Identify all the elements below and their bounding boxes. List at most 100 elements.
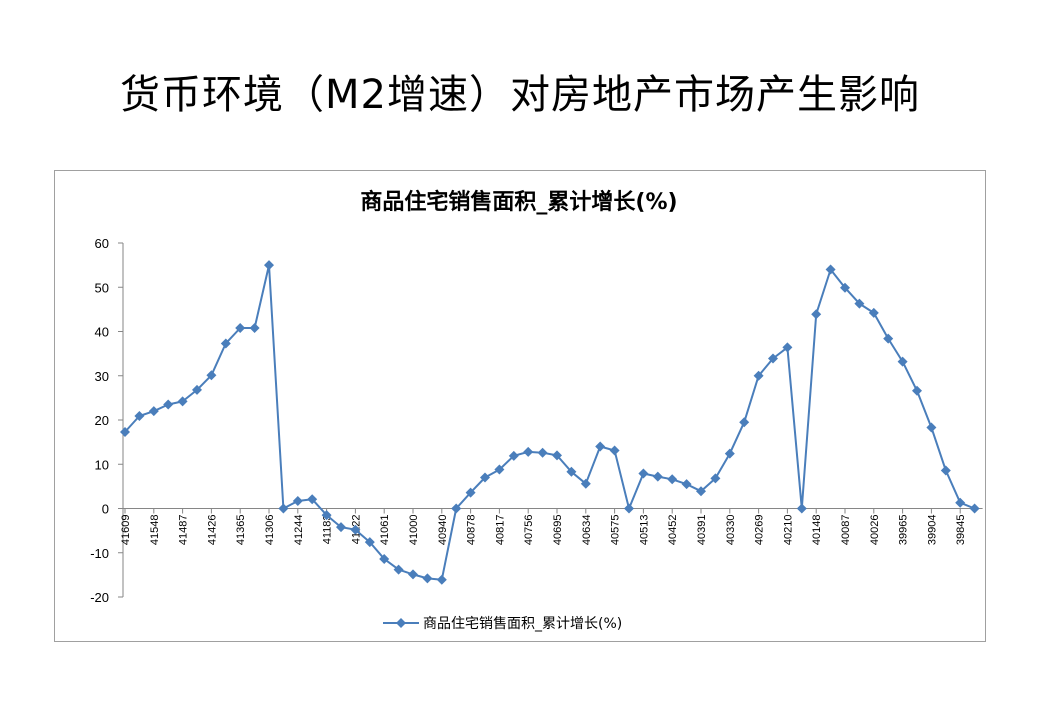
data-point [739, 417, 750, 428]
y-tick-label: 10 [95, 457, 109, 472]
data-point [336, 522, 346, 533]
x-tick-label: 41061 [379, 515, 391, 546]
data-point [926, 422, 937, 433]
x-tick-label: 39904 [926, 515, 938, 546]
x-tick-label: 40148 [811, 515, 823, 546]
data-point [379, 553, 390, 564]
x-tick-label: 41306 [264, 515, 276, 546]
x-tick-label: 39845 [955, 515, 967, 546]
data-point [969, 503, 980, 514]
data-point [364, 537, 375, 548]
data-point [696, 486, 706, 497]
x-tick-label: 39965 [898, 515, 910, 546]
x-tick-label: 40756 [523, 515, 535, 546]
chart-title: 商品住宅销售面积_累计增长(%) [360, 189, 677, 215]
x-tick-label: 40878 [466, 515, 478, 546]
data-point [278, 503, 289, 514]
x-tick-label: 41609 [120, 515, 132, 546]
chart-frame: 商品住宅销售面积_累计增长(%) -20 -10 0 10 20 30 40 50 60 4160… [54, 170, 986, 642]
x-tick-label: 41183 [322, 515, 334, 545]
data-point [408, 569, 418, 580]
plot-area: -20 -10 0 10 20 30 40 50 60 41609 41548 41487 41426 4… [90, 236, 983, 605]
data-point [868, 307, 879, 318]
data-point [566, 466, 577, 477]
data-point [609, 445, 620, 456]
y-tick-label: 40 [95, 325, 109, 340]
data-point [796, 503, 807, 514]
data-point [595, 441, 606, 452]
data-point [264, 260, 274, 271]
data-point [624, 503, 634, 514]
data-point [652, 471, 663, 482]
data-point [508, 450, 519, 461]
data-point [897, 356, 908, 367]
data-point [393, 564, 404, 575]
x-tick-label: 41548 [149, 515, 161, 546]
data-point [480, 472, 490, 483]
x-tick-label: 40817 [494, 515, 506, 546]
x-tick-label: 40575 [610, 515, 622, 546]
data-point [638, 468, 649, 479]
x-tick-label: 41000 [408, 515, 420, 546]
y-tick-label: -20 [90, 590, 109, 605]
x-tick-label: 40940 [437, 515, 449, 546]
data-point [768, 353, 778, 364]
data-point [782, 342, 793, 353]
chart-svg: 商品住宅销售面积_累计增长(%) -20 -10 0 10 20 30 40 50 60 4160… [90, 189, 983, 632]
data-point [940, 465, 951, 476]
x-tick-label: 41426 [206, 515, 218, 546]
data-point [724, 448, 735, 459]
x-tick-label: 40026 [869, 515, 881, 546]
data-point [552, 450, 562, 461]
data-point [681, 479, 692, 490]
y-tick-label: 0 [102, 502, 109, 517]
y-tick-label: -10 [90, 546, 109, 561]
data-point [192, 384, 202, 395]
x-tick-label: 40695 [552, 515, 564, 546]
data-point [422, 573, 433, 584]
data-point [854, 298, 865, 309]
data-point [220, 338, 231, 349]
data-point [840, 282, 850, 293]
x-tick-label: 41487 [178, 515, 190, 546]
data-point [883, 333, 894, 344]
data-point [955, 497, 966, 508]
data-point [753, 370, 764, 381]
x-tick-label: 41365 [235, 515, 247, 546]
series-line [124, 264, 975, 581]
data-point [436, 574, 447, 585]
data-point [307, 494, 318, 505]
data-point [537, 447, 548, 458]
data-point [249, 322, 260, 333]
data-point [350, 524, 361, 535]
x-tick-label: 40452 [667, 515, 679, 546]
x-tick-label: 40634 [581, 515, 593, 546]
slide-title: 货币环境（M2增速）对房地产市场产生影响 [120, 72, 920, 118]
x-tick-label: 40210 [782, 515, 794, 546]
data-point [451, 503, 462, 514]
data-point [163, 399, 174, 410]
data-point [292, 495, 303, 506]
data-point [494, 464, 505, 475]
data-point [912, 385, 922, 396]
data-point [465, 487, 476, 498]
data-point [120, 426, 130, 437]
data-point [580, 478, 591, 489]
data-point [235, 322, 246, 333]
data-point [825, 264, 836, 275]
data-point [148, 406, 159, 417]
data-point [177, 396, 188, 407]
data-point [206, 370, 217, 381]
data-point [811, 309, 822, 320]
x-tick-label: 40391 [696, 515, 708, 546]
y-tick-label: 20 [95, 413, 109, 428]
y-tick-label: 30 [95, 369, 109, 384]
x-tick-label: 41244 [293, 515, 305, 546]
data-point [134, 411, 145, 422]
legend: 商品住宅销售面积_累计增长(%) [383, 616, 622, 632]
x-tick-label: 40269 [754, 515, 766, 546]
y-tick-label: 50 [95, 280, 109, 295]
data-point [710, 473, 721, 484]
y-tick-label: 60 [95, 236, 109, 251]
data-point [667, 474, 678, 485]
